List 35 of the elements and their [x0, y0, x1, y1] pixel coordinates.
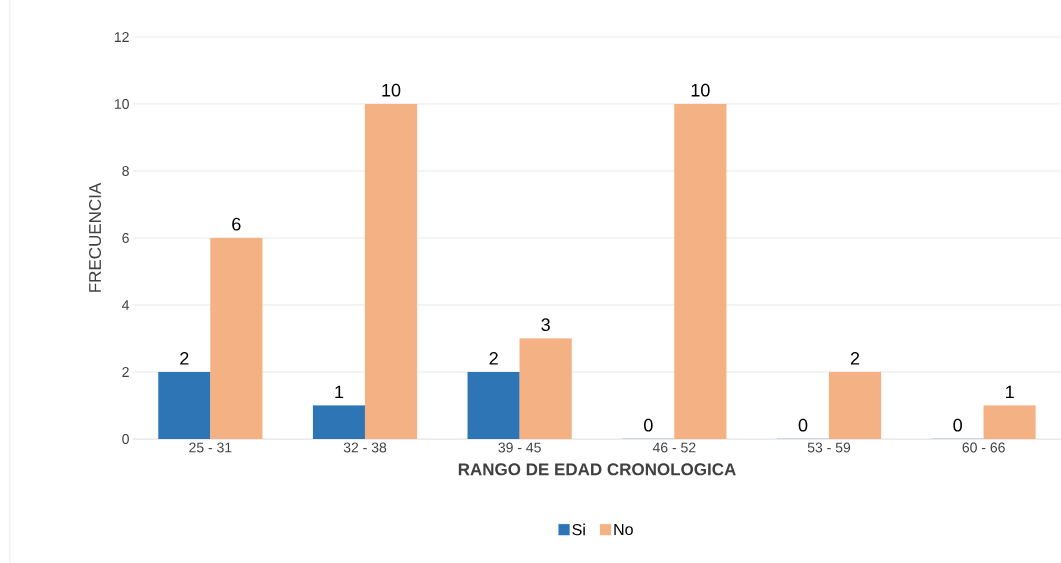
x-tick-label: 25 - 31: [189, 442, 232, 453]
data-label: 3: [541, 318, 550, 332]
y-tick-label: 2: [122, 367, 129, 377]
bar: [674, 103, 727, 439]
y-tick-label: 4: [122, 300, 130, 310]
x-tick-label: 53 - 59: [807, 442, 851, 453]
data-label: 0: [644, 418, 653, 432]
bar: [364, 103, 418, 439]
bar: [828, 371, 882, 439]
x-tick-label: 46 - 52: [652, 442, 696, 453]
data-label: 0: [953, 418, 962, 432]
y-tick-label: 6: [122, 233, 129, 243]
y-tick-label: 12: [114, 32, 129, 42]
data-label: 1: [1006, 385, 1014, 399]
bar: [519, 338, 572, 439]
bar: [210, 237, 263, 439]
x-tick-label: 39 - 45: [498, 442, 541, 453]
legend-label: No: [614, 523, 633, 536]
x-tick-label: 32 - 38: [343, 442, 387, 453]
data-label: 1: [335, 385, 344, 399]
data-label: 10: [691, 83, 710, 97]
data-label: 10: [382, 83, 401, 97]
data-label: 2: [850, 351, 860, 365]
x-axis-title: RANGO DE EDAD CRONOLOGICA: [458, 463, 736, 476]
y-axis-title: FRECUENCIA: [88, 182, 102, 292]
bar: [983, 405, 1036, 439]
legend-label: Si: [572, 523, 585, 536]
data-label: 0: [798, 418, 808, 432]
y-tick-label: 8: [122, 166, 129, 176]
y-tick-label: 10: [114, 99, 129, 109]
x-tick-label: 60 - 66: [962, 442, 1005, 453]
data-label: 2: [180, 351, 189, 365]
data-label: 2: [489, 351, 498, 365]
data-label: 6: [232, 217, 241, 231]
y-tick-label: 0: [122, 434, 129, 444]
